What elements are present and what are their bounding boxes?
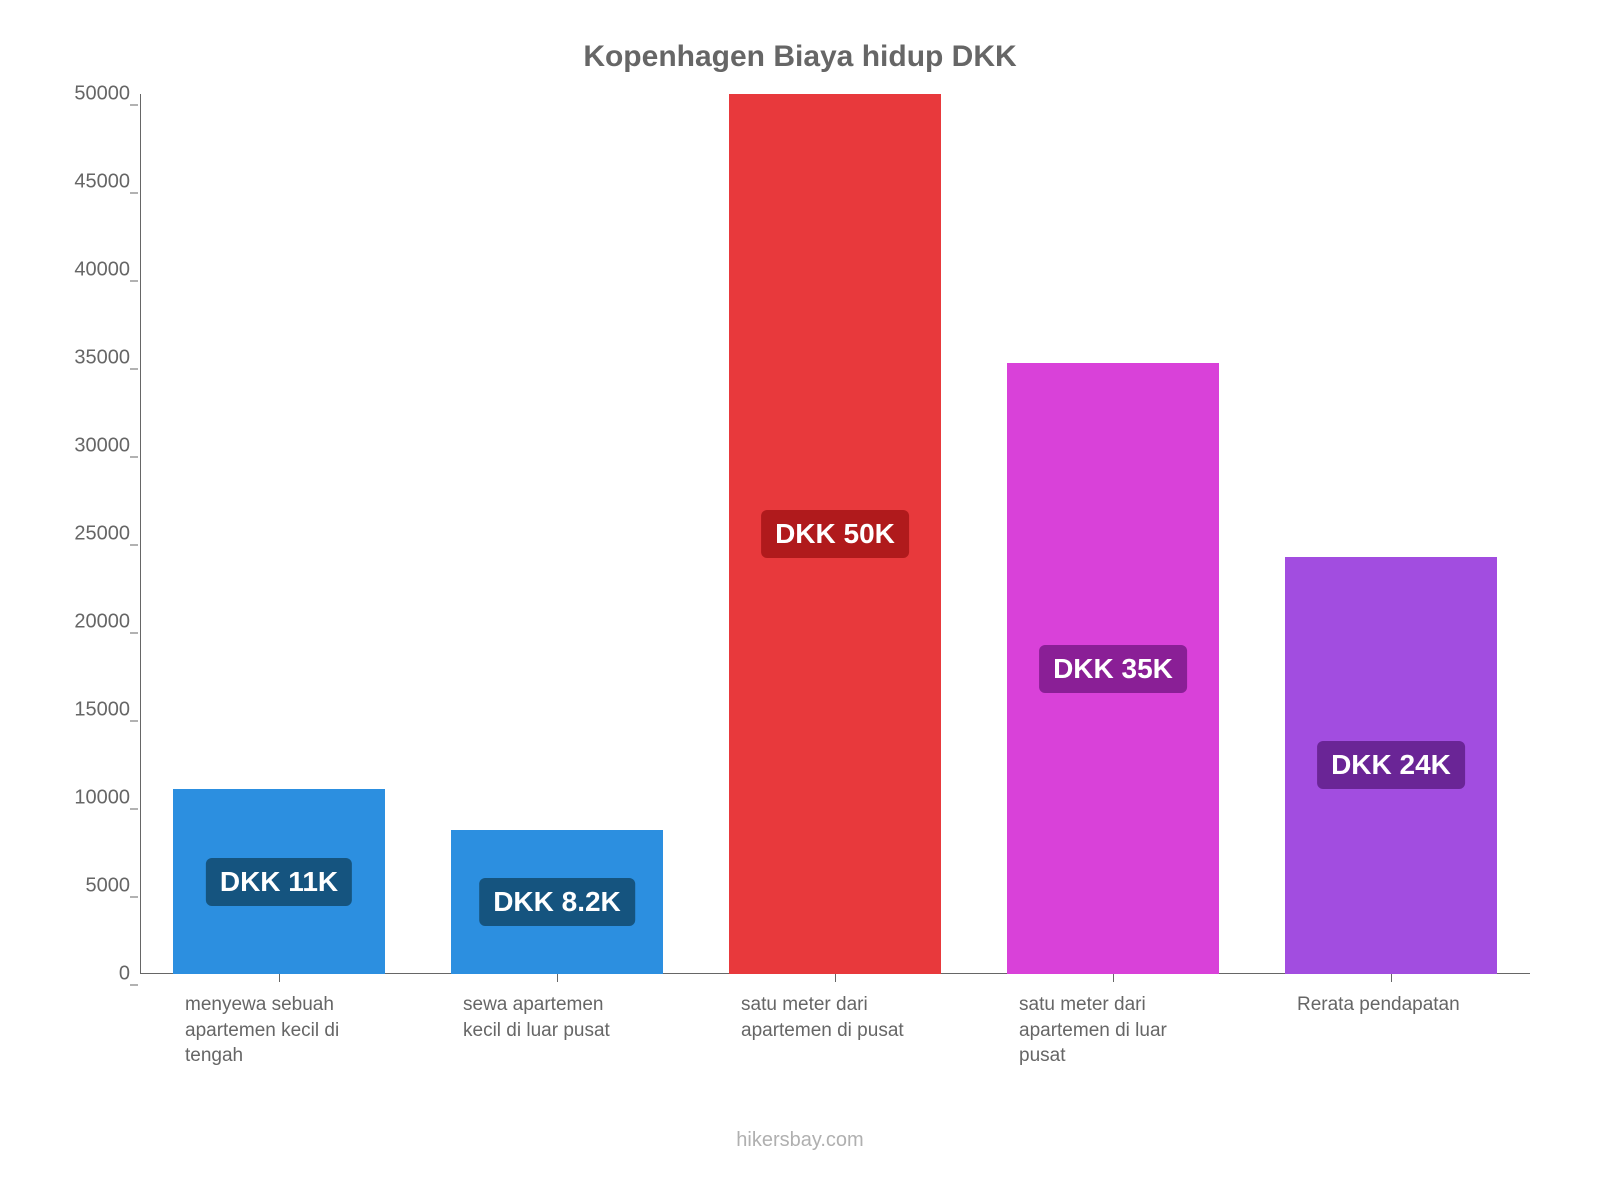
bar: DKK 35K (1007, 363, 1218, 974)
x-axis-labels: menyewa sebuah apartemen kecil di tengah… (140, 992, 1530, 1069)
y-tick-label: 25000 (50, 523, 130, 546)
y-tick-label: 15000 (50, 699, 130, 722)
y-axis: 0500010000150002000025000300003500040000… (50, 94, 130, 974)
bar-slot: DKK 11K (140, 94, 418, 974)
plot-area: 0500010000150002000025000300003500040000… (140, 94, 1530, 974)
bar-value-label: DKK 50K (761, 510, 909, 558)
y-tick-label: 0 (50, 963, 130, 986)
y-tick-label: 20000 (50, 611, 130, 634)
bar-value-label: DKK 11K (206, 858, 352, 906)
bar: DKK 24K (1285, 557, 1496, 974)
x-axis-label: satu meter dari apartemen di luar pusat (1013, 992, 1213, 1069)
y-tick-label: 10000 (50, 787, 130, 810)
bars-group: DKK 11K DKK 8.2K DKK 50K DKK 35K DKK 24K (140, 94, 1530, 974)
bar-slot: DKK 35K (974, 94, 1252, 974)
bar: DKK 8.2K (451, 830, 662, 974)
y-tick-label: 40000 (50, 259, 130, 282)
chart-container: Kopenhagen Biaya hidup DKK 0500010000150… (0, 0, 1600, 1200)
bar: DKK 50K (729, 94, 940, 974)
chart-title: Kopenhagen Biaya hidup DKK (50, 40, 1550, 74)
y-tick-label: 50000 (50, 83, 130, 106)
bar-slot: DKK 24K (1252, 94, 1530, 974)
y-tick-label: 30000 (50, 435, 130, 458)
y-tick-label: 5000 (50, 875, 130, 898)
x-tick-mark (557, 974, 558, 982)
x-tick-mark (1391, 974, 1392, 982)
bar-value-label: DKK 8.2K (479, 878, 635, 926)
y-tick-label: 45000 (50, 171, 130, 194)
bar-slot: DKK 8.2K (418, 94, 696, 974)
bar-value-label: DKK 35K (1039, 645, 1187, 693)
x-axis-label: menyewa sebuah apartemen kecil di tengah (179, 992, 379, 1069)
x-axis-label: Rerata pendapatan (1291, 992, 1491, 1069)
bar-slot: DKK 50K (696, 94, 974, 974)
x-axis-label: sewa apartemen kecil di luar pusat (457, 992, 657, 1069)
bar-value-label: DKK 24K (1317, 741, 1465, 789)
x-axis-label: satu meter dari apartemen di pusat (735, 992, 935, 1069)
x-tick-mark (279, 974, 280, 982)
x-tick-mark (1113, 974, 1114, 982)
x-tick-mark (835, 974, 836, 982)
chart-source: hikersbay.com (50, 1129, 1550, 1152)
y-tick-label: 35000 (50, 347, 130, 370)
bar: DKK 11K (173, 789, 384, 974)
